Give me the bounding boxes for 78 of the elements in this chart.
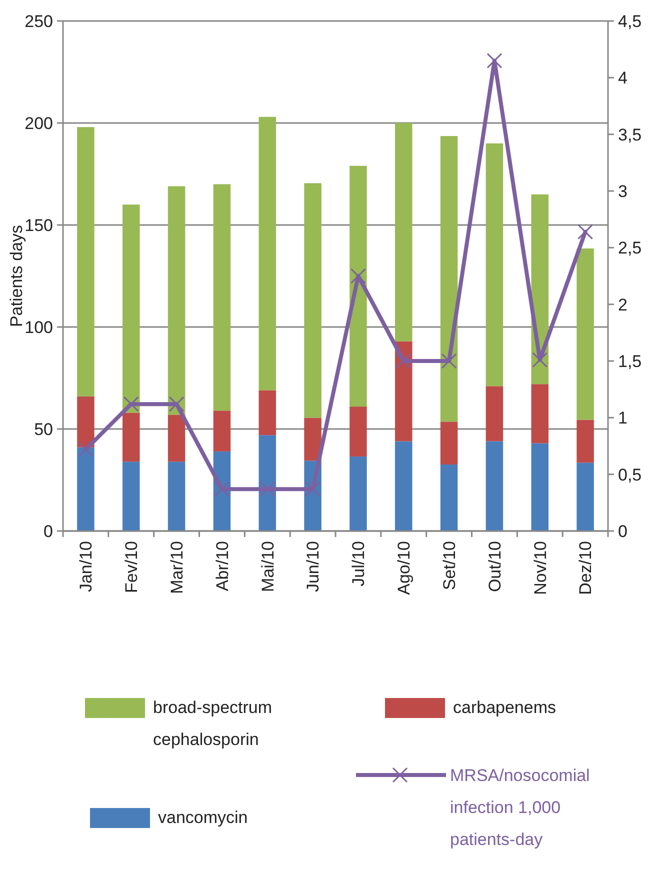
y2-tick-label: 0,5 [618, 465, 642, 484]
bar [77, 127, 94, 396]
bar [122, 412, 140, 462]
bar [168, 414, 186, 462]
x-tick-label: Out/10 [485, 541, 504, 592]
bar [213, 184, 231, 411]
legend-label: vancomycin [158, 808, 248, 827]
bar [531, 384, 549, 444]
y2-tick-label: 3 [618, 182, 628, 201]
point [123, 396, 139, 412]
bar [77, 447, 94, 531]
x-tick-label: Jun/10 [304, 541, 323, 592]
point [168, 396, 184, 412]
bar [576, 420, 594, 463]
bar [486, 441, 504, 531]
y2-tick-label: 2 [618, 295, 628, 314]
bar [486, 143, 504, 386]
bar [304, 183, 322, 418]
bar [258, 435, 276, 531]
bar [440, 422, 458, 464]
x-tick-label: Jul/10 [349, 541, 368, 586]
x-tick-label: Ago/10 [394, 541, 414, 595]
point [78, 442, 94, 458]
y2-tick-label: 1 [618, 408, 628, 428]
y2-tick-label: 0 [618, 522, 628, 541]
bar [576, 248, 594, 420]
x-tick-label: Fev/10 [122, 541, 142, 593]
bar [440, 464, 458, 531]
y-axis-title: Patients days [7, 224, 26, 328]
legend-label: carbapenems [453, 698, 556, 717]
y-tick-label: 100 [24, 318, 53, 337]
legend-label: broad-spectrum cephalosporin [153, 698, 272, 749]
bar [394, 341, 412, 442]
text: MRSA/nosocomial infection 1,000 patients-day [450, 766, 590, 849]
bar [122, 462, 140, 531]
y-tick-label: 250 [24, 12, 53, 31]
x-tick-label: Dez/10 [576, 541, 596, 595]
point [260, 481, 276, 497]
point [578, 224, 594, 240]
bar [440, 136, 458, 422]
x-tick-label: Nov/10 [530, 541, 550, 595]
bar [258, 116, 276, 390]
y-tick-label: 200 [24, 114, 53, 133]
point [486, 52, 502, 68]
y-tick-label: 50 [34, 420, 53, 439]
bar [531, 443, 549, 531]
y2-tick-label: 2,5 [618, 238, 642, 258]
bar [350, 406, 367, 457]
bar [350, 166, 367, 407]
y-tick-label: 150 [24, 216, 53, 235]
y-tick-label: 0 [44, 522, 53, 541]
point [396, 353, 412, 369]
bar [213, 410, 231, 452]
x-tick-label: Abr/10 [212, 541, 232, 592]
x-tick-label: Jan/10 [76, 541, 96, 592]
x-tick-label: Set/10 [440, 541, 459, 590]
bar [168, 186, 186, 415]
bar [122, 204, 140, 413]
point [305, 481, 321, 497]
point [532, 352, 548, 368]
y2-tick-label: 4 [618, 68, 628, 88]
y2-tick-label: 3,5 [618, 125, 642, 144]
bar [258, 390, 276, 436]
bar [576, 462, 594, 531]
bar [486, 386, 504, 442]
bar [77, 396, 94, 448]
bar [394, 123, 412, 342]
point [350, 268, 366, 284]
x-tick-label: Mai/10 [258, 541, 278, 592]
bar [304, 418, 322, 461]
y2-tick-label: 1,5 [618, 352, 642, 371]
point [214, 481, 230, 497]
bar [394, 441, 412, 531]
y2-tick-label: 4,5 [618, 12, 642, 31]
x-tick-label: Mar/10 [167, 541, 186, 594]
bar [168, 462, 186, 531]
point [441, 353, 457, 369]
bar [350, 456, 367, 531]
